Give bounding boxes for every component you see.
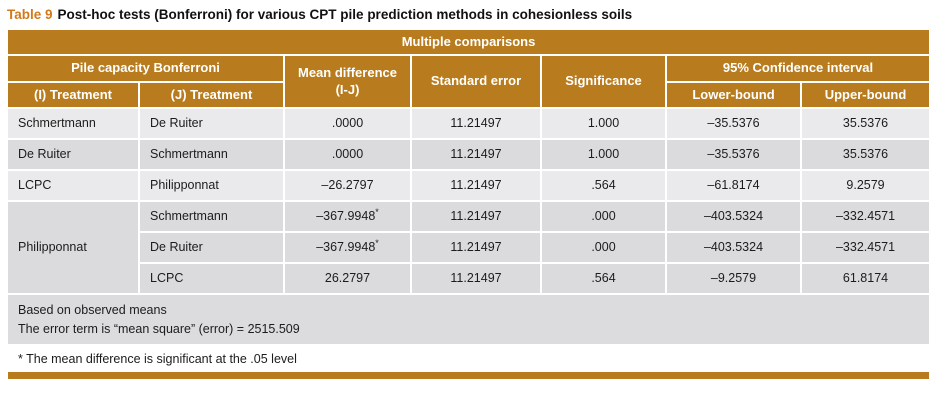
cell-upper-bound: 9.2579 [802,170,930,200]
header-mean-difference-line2: (I-J) [335,81,360,97]
cell-j-treatment: Schmertmann [140,201,283,231]
bottom-accent-bar [8,372,930,380]
mean-value: –367.9948 [316,209,376,224]
cell-significance: .564 [542,263,665,293]
post-hoc-tests-table: Multiple comparisons Pile capacity Bonfe… [6,28,931,381]
significance-note-row: * The mean difference is significant at … [8,346,930,371]
cell-standard-error: 11.21497 [412,232,540,262]
cell-lower-bound: –61.8174 [667,170,800,200]
cell-j-treatment: De Ruiter [140,232,283,262]
significance-note: * The mean difference is significant at … [8,346,930,371]
cell-mean-difference: 26.2797 [285,263,410,293]
significance-asterisk: * [375,238,379,249]
cell-upper-bound: 35.5376 [802,139,930,169]
cell-i-treatment: LCPC [8,170,138,200]
cell-j-treatment: Philipponnat [140,170,283,200]
table-row: Philipponnat Schmertmann –367.9948* 11.2… [8,201,930,293]
cell-i-treatment: De Ruiter [8,139,138,169]
header-standard-error: Standard error [412,56,540,107]
note-error-term: The error term is “mean square” (error) … [18,321,300,336]
header-mean-difference: Mean difference (I-J) [285,56,410,107]
notes-row: Based on observed means The error term i… [8,294,930,345]
cell-upper-bound: 35.5376 [802,108,930,138]
cell-lower-bound: –403.5324 [667,232,800,262]
cell-mean-difference: .0000 [285,108,410,138]
significance-asterisk: * [375,207,379,218]
table-row: Schmertmann De Ruiter .0000 11.21497 1.0… [8,108,930,138]
header-significance: Significance [542,56,665,107]
header-confidence-interval: 95% Confidence interval [667,56,930,81]
cell-lower-bound: –9.2579 [667,263,800,293]
cell-mean-difference: –26.2797 [285,170,410,200]
header-row-title: Multiple comparisons [8,30,930,55]
cell-significance: .564 [542,170,665,200]
table-title: Post-hoc tests (Bonferroni) for various … [57,7,633,22]
cell-standard-error: 11.21497 [412,170,540,200]
mean-value: –367.9948 [316,240,376,255]
cell-standard-error: 11.21497 [412,139,540,169]
cell-i-treatment-philipponnat: Philipponnat [8,201,138,293]
cell-lower-bound: –35.5376 [667,139,800,169]
table-number: Table 9 [7,7,53,22]
header-row-groups: Pile capacity Bonferroni Mean difference… [8,56,930,107]
cell-standard-error: 11.21497 [412,263,540,293]
cell-standard-error: 11.21497 [412,201,540,231]
cell-upper-bound: 61.8174 [802,263,930,293]
bottom-bar-row [8,372,930,380]
cell-significance: 1.000 [542,108,665,138]
table-row: De Ruiter Schmertmann .0000 11.21497 1.0… [8,139,930,169]
cell-mean-difference: –367.9948* [285,232,410,262]
header-j-treatment: (J) Treatment [140,82,283,107]
cell-significance: 1.000 [542,139,665,169]
cell-j-treatment: Schmertmann [140,139,283,169]
table-row: LCPC Philipponnat –26.2797 11.21497 .564… [8,170,930,200]
header-mean-difference-line1: Mean difference [298,65,397,81]
cell-j-treatment: LCPC [140,263,283,293]
cell-standard-error: 11.21497 [412,108,540,138]
note-observed-means: Based on observed means [18,302,167,317]
cell-lower-bound: –35.5376 [667,108,800,138]
cell-mean-difference: –367.9948* [285,201,410,231]
cell-significance: .000 [542,201,665,231]
cell-significance: .000 [542,232,665,262]
cell-upper-bound: –332.4571 [802,232,930,262]
header-upper-bound: Upper-bound [802,82,930,107]
header-multiple-comparisons: Multiple comparisons [8,30,930,55]
header-lower-bound: Lower-bound [667,82,800,107]
cell-j-treatment: De Ruiter [140,108,283,138]
table-notes: Based on observed means The error term i… [8,294,930,345]
header-row-columns: (I) Treatment (J) Treatment Lower-bound … [8,82,930,107]
header-i-treatment: (I) Treatment [8,82,138,107]
table-row: De Ruiter –367.9948* 11.21497 .000 –403.… [8,232,930,262]
table-caption: Table 9 Post-hoc tests (Bonferroni) for v… [0,5,937,28]
cell-mean-difference: .0000 [285,139,410,169]
cell-i-treatment: Schmertmann [8,108,138,138]
cell-upper-bound: –332.4571 [802,201,930,231]
table-row: LCPC 26.2797 11.21497 .564 –9.2579 61.81… [8,263,930,293]
header-pile-capacity-bonferroni: Pile capacity Bonferroni [8,56,283,81]
cell-lower-bound: –403.5324 [667,201,800,231]
